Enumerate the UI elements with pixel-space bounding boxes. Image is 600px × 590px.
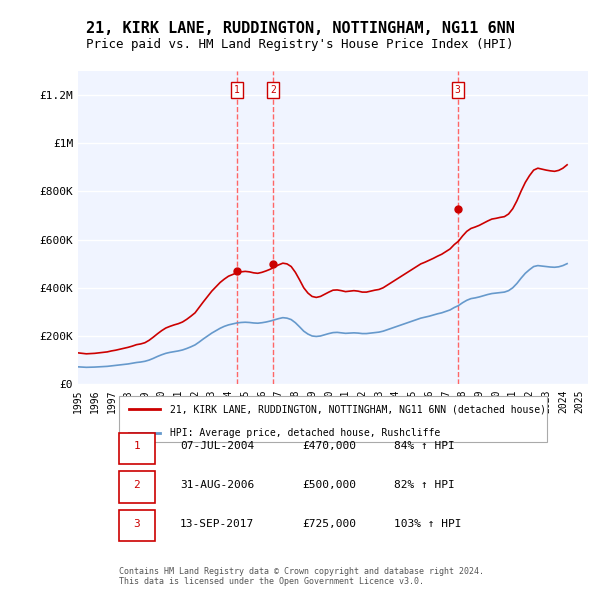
Text: 2: 2: [133, 480, 140, 490]
Text: 84% ↑ HPI: 84% ↑ HPI: [394, 441, 455, 451]
Text: 82% ↑ HPI: 82% ↑ HPI: [394, 480, 455, 490]
Text: 1: 1: [133, 441, 140, 451]
Text: £470,000: £470,000: [302, 441, 356, 451]
Text: 31-AUG-2006: 31-AUG-2006: [180, 480, 254, 490]
Text: 13-SEP-2017: 13-SEP-2017: [180, 519, 254, 529]
Text: 21, KIRK LANE, RUDDINGTON, NOTTINGHAM, NG11 6NN (detached house): 21, KIRK LANE, RUDDINGTON, NOTTINGHAM, N…: [170, 404, 546, 414]
FancyBboxPatch shape: [119, 510, 155, 542]
Text: 103% ↑ HPI: 103% ↑ HPI: [394, 519, 462, 529]
FancyBboxPatch shape: [119, 432, 155, 464]
Text: 3: 3: [455, 84, 461, 94]
FancyBboxPatch shape: [119, 471, 155, 503]
FancyBboxPatch shape: [119, 396, 547, 442]
Text: £500,000: £500,000: [302, 480, 356, 490]
Text: 21, KIRK LANE, RUDDINGTON, NOTTINGHAM, NG11 6NN: 21, KIRK LANE, RUDDINGTON, NOTTINGHAM, N…: [86, 21, 514, 35]
Text: £725,000: £725,000: [302, 519, 356, 529]
Text: Contains HM Land Registry data © Crown copyright and database right 2024.
This d: Contains HM Land Registry data © Crown c…: [119, 566, 484, 586]
Text: Price paid vs. HM Land Registry's House Price Index (HPI): Price paid vs. HM Land Registry's House …: [86, 38, 514, 51]
Text: HPI: Average price, detached house, Rushcliffe: HPI: Average price, detached house, Rush…: [170, 428, 440, 438]
Text: 07-JUL-2004: 07-JUL-2004: [180, 441, 254, 451]
Text: 3: 3: [133, 519, 140, 529]
Text: 1: 1: [234, 84, 240, 94]
Text: 2: 2: [270, 84, 276, 94]
